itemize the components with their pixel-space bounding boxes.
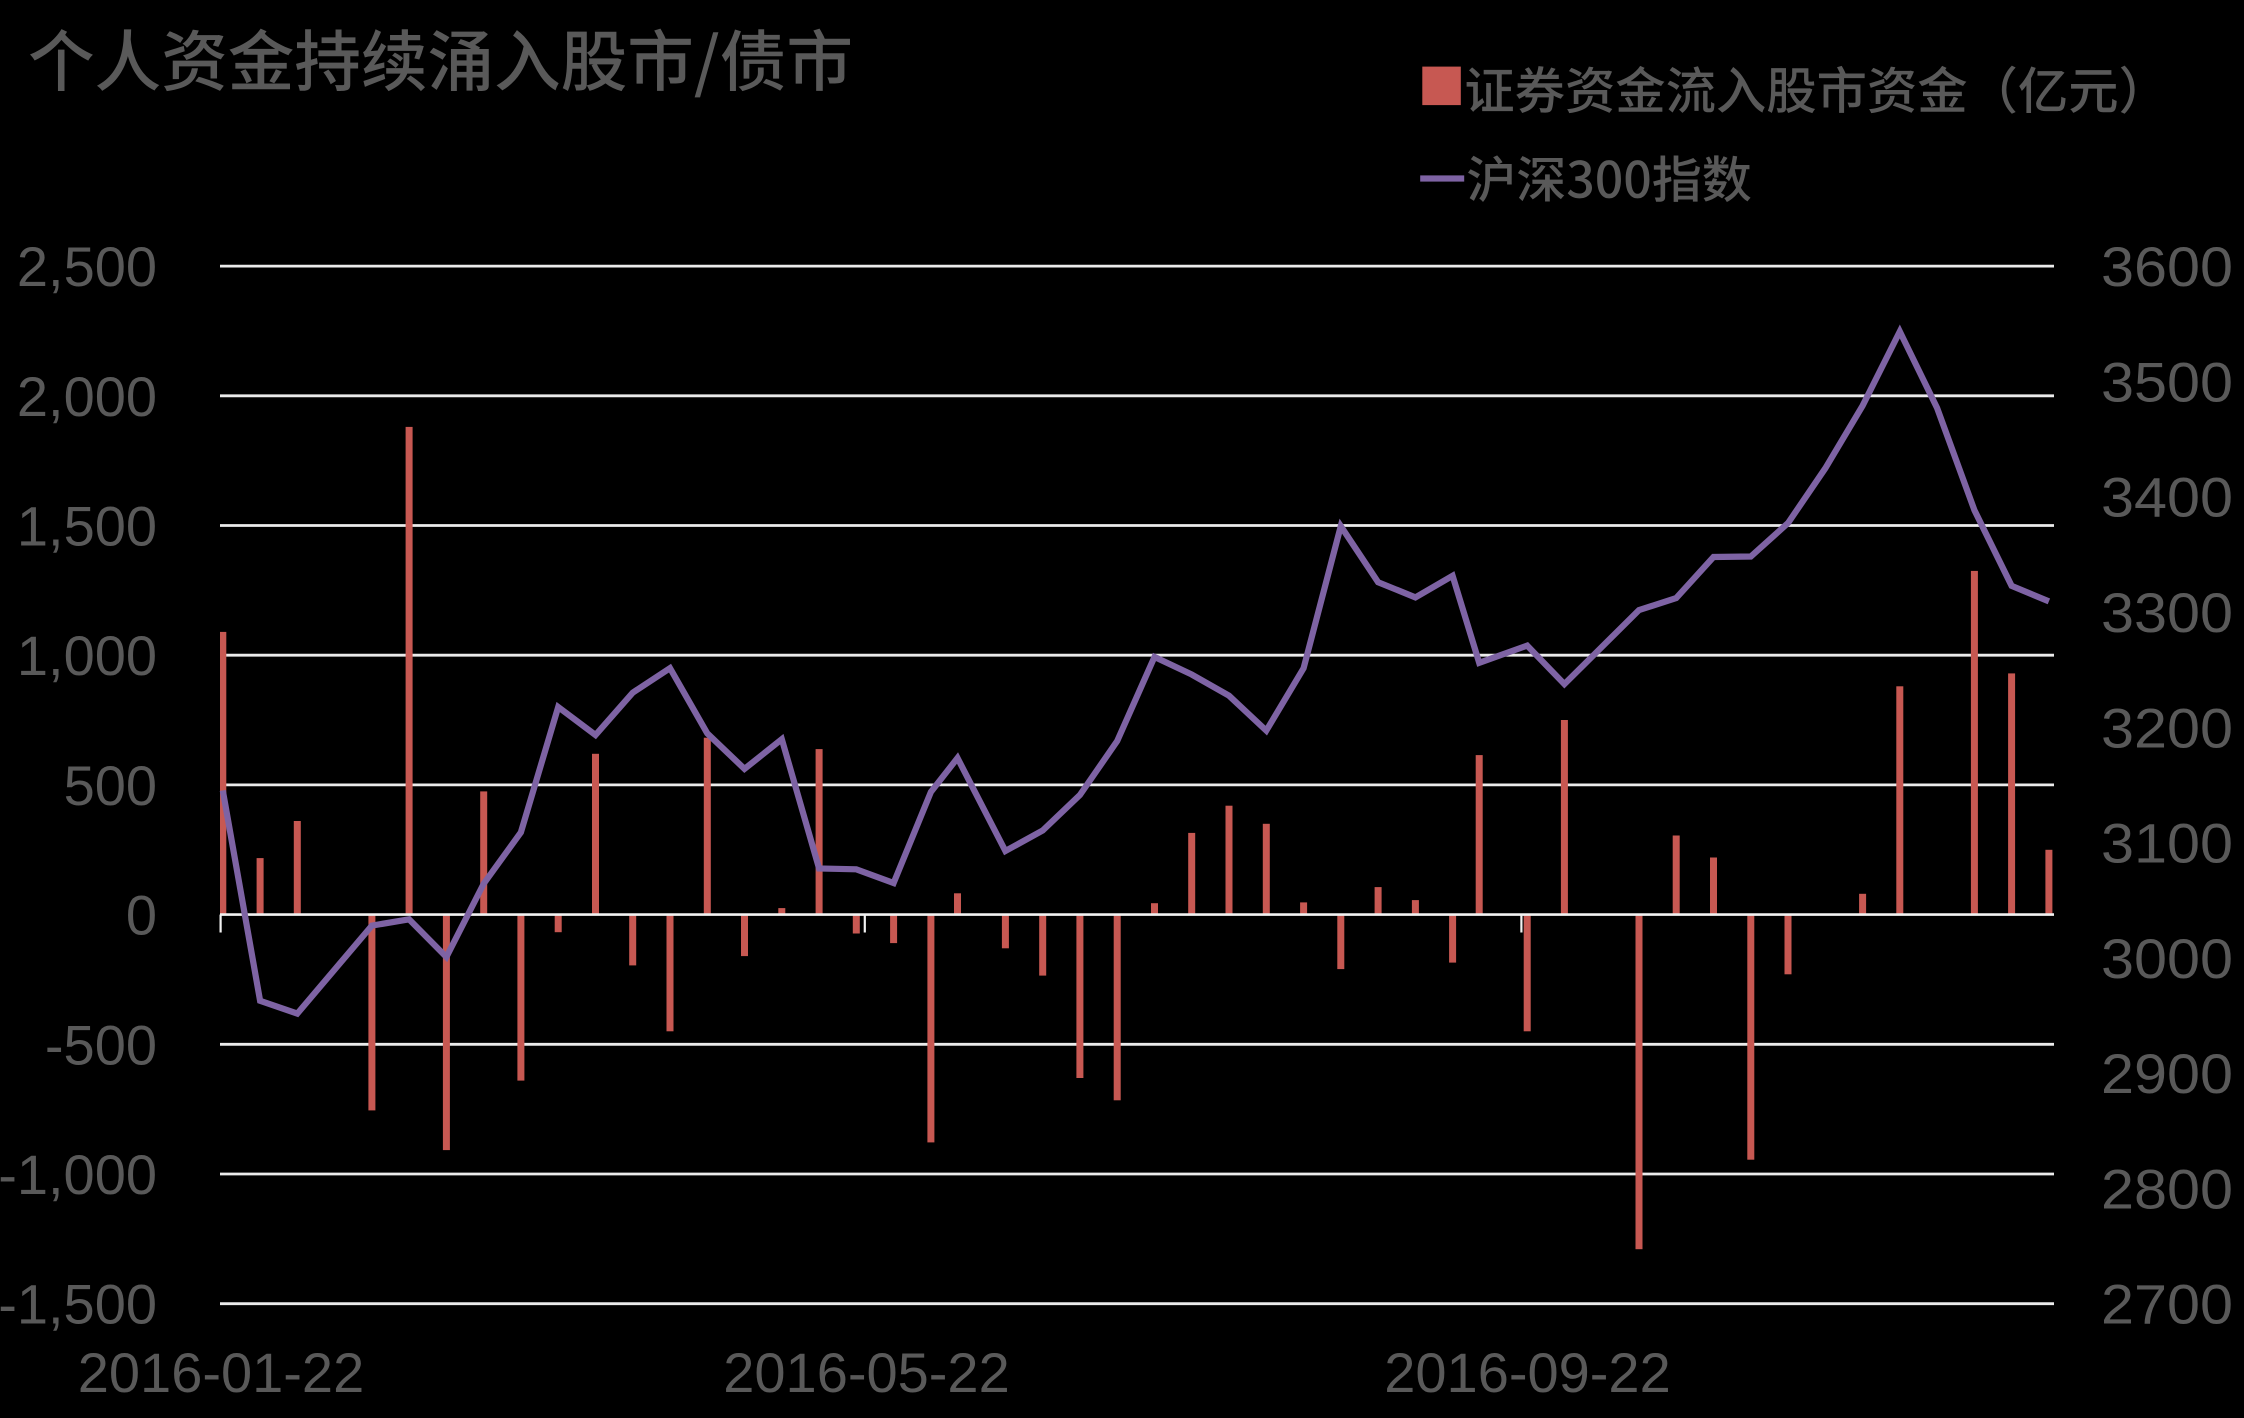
svg-text:3200: 3200 <box>2101 696 2233 759</box>
svg-text:2016-09-22: 2016-09-22 <box>1384 1341 1670 1404</box>
svg-text:2700: 2700 <box>2101 1273 2233 1336</box>
svg-text:3100: 3100 <box>2101 812 2233 875</box>
svg-text:2,500: 2,500 <box>17 235 157 298</box>
svg-text:-500: -500 <box>45 1013 157 1076</box>
svg-text:3400: 3400 <box>2101 466 2233 529</box>
svg-text:3000: 3000 <box>2101 927 2233 990</box>
svg-text:3300: 3300 <box>2101 581 2233 644</box>
svg-text:-1,000: -1,000 <box>0 1143 157 1206</box>
svg-text:2,000: 2,000 <box>17 365 157 428</box>
svg-text:-1,500: -1,500 <box>0 1273 157 1336</box>
svg-text:3500: 3500 <box>2101 350 2233 413</box>
svg-text:500: 500 <box>64 754 157 817</box>
svg-text:2016-01-22: 2016-01-22 <box>78 1341 364 1404</box>
svg-text:0: 0 <box>126 884 157 947</box>
svg-text:3600: 3600 <box>2101 235 2233 298</box>
svg-text:2900: 2900 <box>2101 1042 2233 1105</box>
svg-text:1,500: 1,500 <box>17 495 157 558</box>
svg-text:2016-05-22: 2016-05-22 <box>723 1341 1009 1404</box>
svg-text:2800: 2800 <box>2101 1157 2233 1220</box>
svg-text:1,000: 1,000 <box>17 624 157 687</box>
